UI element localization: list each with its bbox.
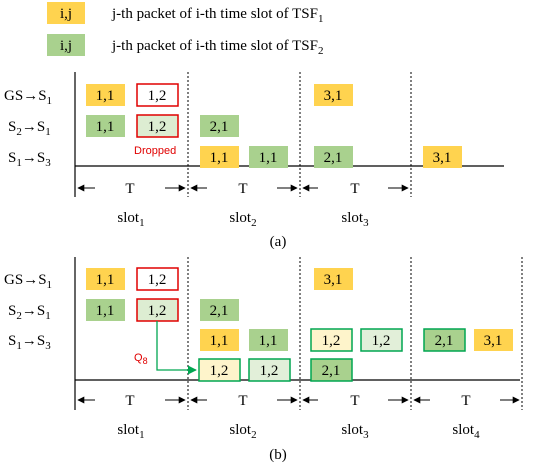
- packet-retransmit: 1,2: [360, 328, 403, 352]
- period-label: T: [238, 181, 247, 197]
- svg-text:1,1: 1,1: [210, 150, 229, 166]
- svg-text:1,1: 1,1: [210, 333, 229, 349]
- legend-item-tsf2: i,j j-th packet of i-th time slot of TSF…: [47, 34, 323, 57]
- period-arrows: T T T T: [77, 393, 520, 409]
- packet: 1,1: [86, 84, 125, 106]
- panel-caption-a: (a): [270, 234, 287, 250]
- packet: 1,1: [86, 299, 125, 321]
- svg-text:3,1: 3,1: [433, 150, 452, 166]
- slot-label: slot4: [452, 422, 480, 441]
- svg-text:1,2: 1,2: [322, 333, 341, 349]
- packet: 3,1: [314, 84, 353, 106]
- row-label-gs-s1: GS→S1: [4, 272, 52, 291]
- svg-text:1,2: 1,2: [148, 272, 167, 288]
- period-arrows: T T T: [77, 181, 409, 197]
- legend-item-tsf1: i,j j-th packet of i-th time slot of TSF…: [47, 2, 323, 25]
- queue-packet: 2,1: [310, 358, 353, 382]
- svg-text:1,2: 1,2: [148, 303, 167, 319]
- queue-packet: 1,2: [248, 358, 291, 382]
- packet-retransmit: 1,2: [310, 328, 353, 352]
- packet: 1,1: [86, 268, 125, 290]
- svg-text:2,1: 2,1: [210, 119, 229, 135]
- svg-text:1,1: 1,1: [96, 119, 115, 135]
- period-label: T: [125, 181, 134, 197]
- packet-rescheduled-source: 1,2: [136, 267, 179, 291]
- packet: 3,1: [474, 329, 513, 351]
- packet: 3,1: [423, 146, 462, 168]
- svg-text:1,2: 1,2: [372, 333, 391, 349]
- queue-label: Q8: [134, 352, 148, 366]
- svg-text:2,1: 2,1: [435, 333, 454, 349]
- legend-swatch-text: i,j: [60, 6, 72, 22]
- slot-label: slot2: [229, 210, 256, 229]
- slot-label: slot1: [117, 422, 144, 441]
- packet: 1,1: [249, 146, 288, 168]
- svg-text:3,1: 3,1: [324, 88, 343, 104]
- legend-swatch-tsf1: [47, 2, 85, 24]
- slot-label: slot2: [229, 422, 256, 441]
- slot-label: slot1: [117, 210, 144, 229]
- svg-text:2,1: 2,1: [210, 303, 229, 319]
- row-label-s2-s1: S2→S1: [8, 303, 51, 322]
- panel-caption-b: (b): [269, 447, 287, 463]
- packet-rescheduled-source: 1,2: [136, 298, 179, 322]
- row-label-s1-s3: S1→S3: [8, 333, 51, 352]
- packet: 1,1: [200, 329, 239, 351]
- packet: 2,1: [200, 115, 239, 137]
- queue-arrow: [156, 321, 197, 375]
- period-label: T: [238, 393, 247, 409]
- period-label: T: [350, 393, 359, 409]
- packet: 2,1: [200, 299, 239, 321]
- svg-text:1,2: 1,2: [148, 119, 167, 135]
- period-label: T: [125, 393, 134, 409]
- svg-text:1,1: 1,1: [259, 333, 278, 349]
- slot-label: slot3: [341, 210, 369, 229]
- legend-swatch-text: i,j: [60, 38, 72, 54]
- row-label-s2-s1: S2→S1: [8, 119, 51, 138]
- queue-packet: 1,2: [198, 358, 241, 382]
- packet-dropped: 1,2: [136, 83, 179, 107]
- svg-text:1,1: 1,1: [259, 150, 278, 166]
- svg-text:2,1: 2,1: [322, 363, 341, 379]
- period-label: T: [461, 393, 470, 409]
- panel-b: GS→S1 S2→S1 S1→S3 1,1 1,2 3,1 1,1 1,2 2,…: [4, 257, 523, 463]
- legend-description: j-th packet of i-th time slot of TSF1: [111, 6, 323, 25]
- packet-dropped: 1,2: [136, 114, 179, 138]
- panel-a: GS→S1 S2→S1 S1→S3 1,1 1,2 3,1 1,1 1,2 2,…: [4, 72, 504, 250]
- slot-label: slot3: [341, 422, 369, 441]
- packet: 1,1: [200, 146, 239, 168]
- svg-text:1,1: 1,1: [96, 303, 115, 319]
- row-label-gs-s1: GS→S1: [4, 88, 52, 107]
- period-label: T: [350, 181, 359, 197]
- svg-text:1,2: 1,2: [210, 363, 229, 379]
- legend-swatch-tsf2: [47, 34, 85, 56]
- packet: 2,1: [314, 146, 353, 168]
- legend-description: j-th packet of i-th time slot of TSF2: [111, 38, 323, 57]
- packet: 1,1: [249, 329, 288, 351]
- packet: 3,1: [314, 268, 353, 290]
- svg-text:1,2: 1,2: [148, 88, 167, 104]
- dropped-label: Dropped: [134, 145, 176, 157]
- svg-text:3,1: 3,1: [484, 333, 503, 349]
- svg-text:1,1: 1,1: [96, 272, 115, 288]
- legend: i,j j-th packet of i-th time slot of TSF…: [47, 2, 323, 57]
- packet-retransmit: 2,1: [423, 328, 466, 352]
- svg-text:3,1: 3,1: [324, 272, 343, 288]
- svg-text:1,2: 1,2: [260, 363, 279, 379]
- packet: 1,1: [86, 115, 125, 137]
- svg-text:2,1: 2,1: [324, 150, 343, 166]
- svg-text:1,1: 1,1: [96, 88, 115, 104]
- row-label-s1-s3: S1→S3: [8, 150, 51, 169]
